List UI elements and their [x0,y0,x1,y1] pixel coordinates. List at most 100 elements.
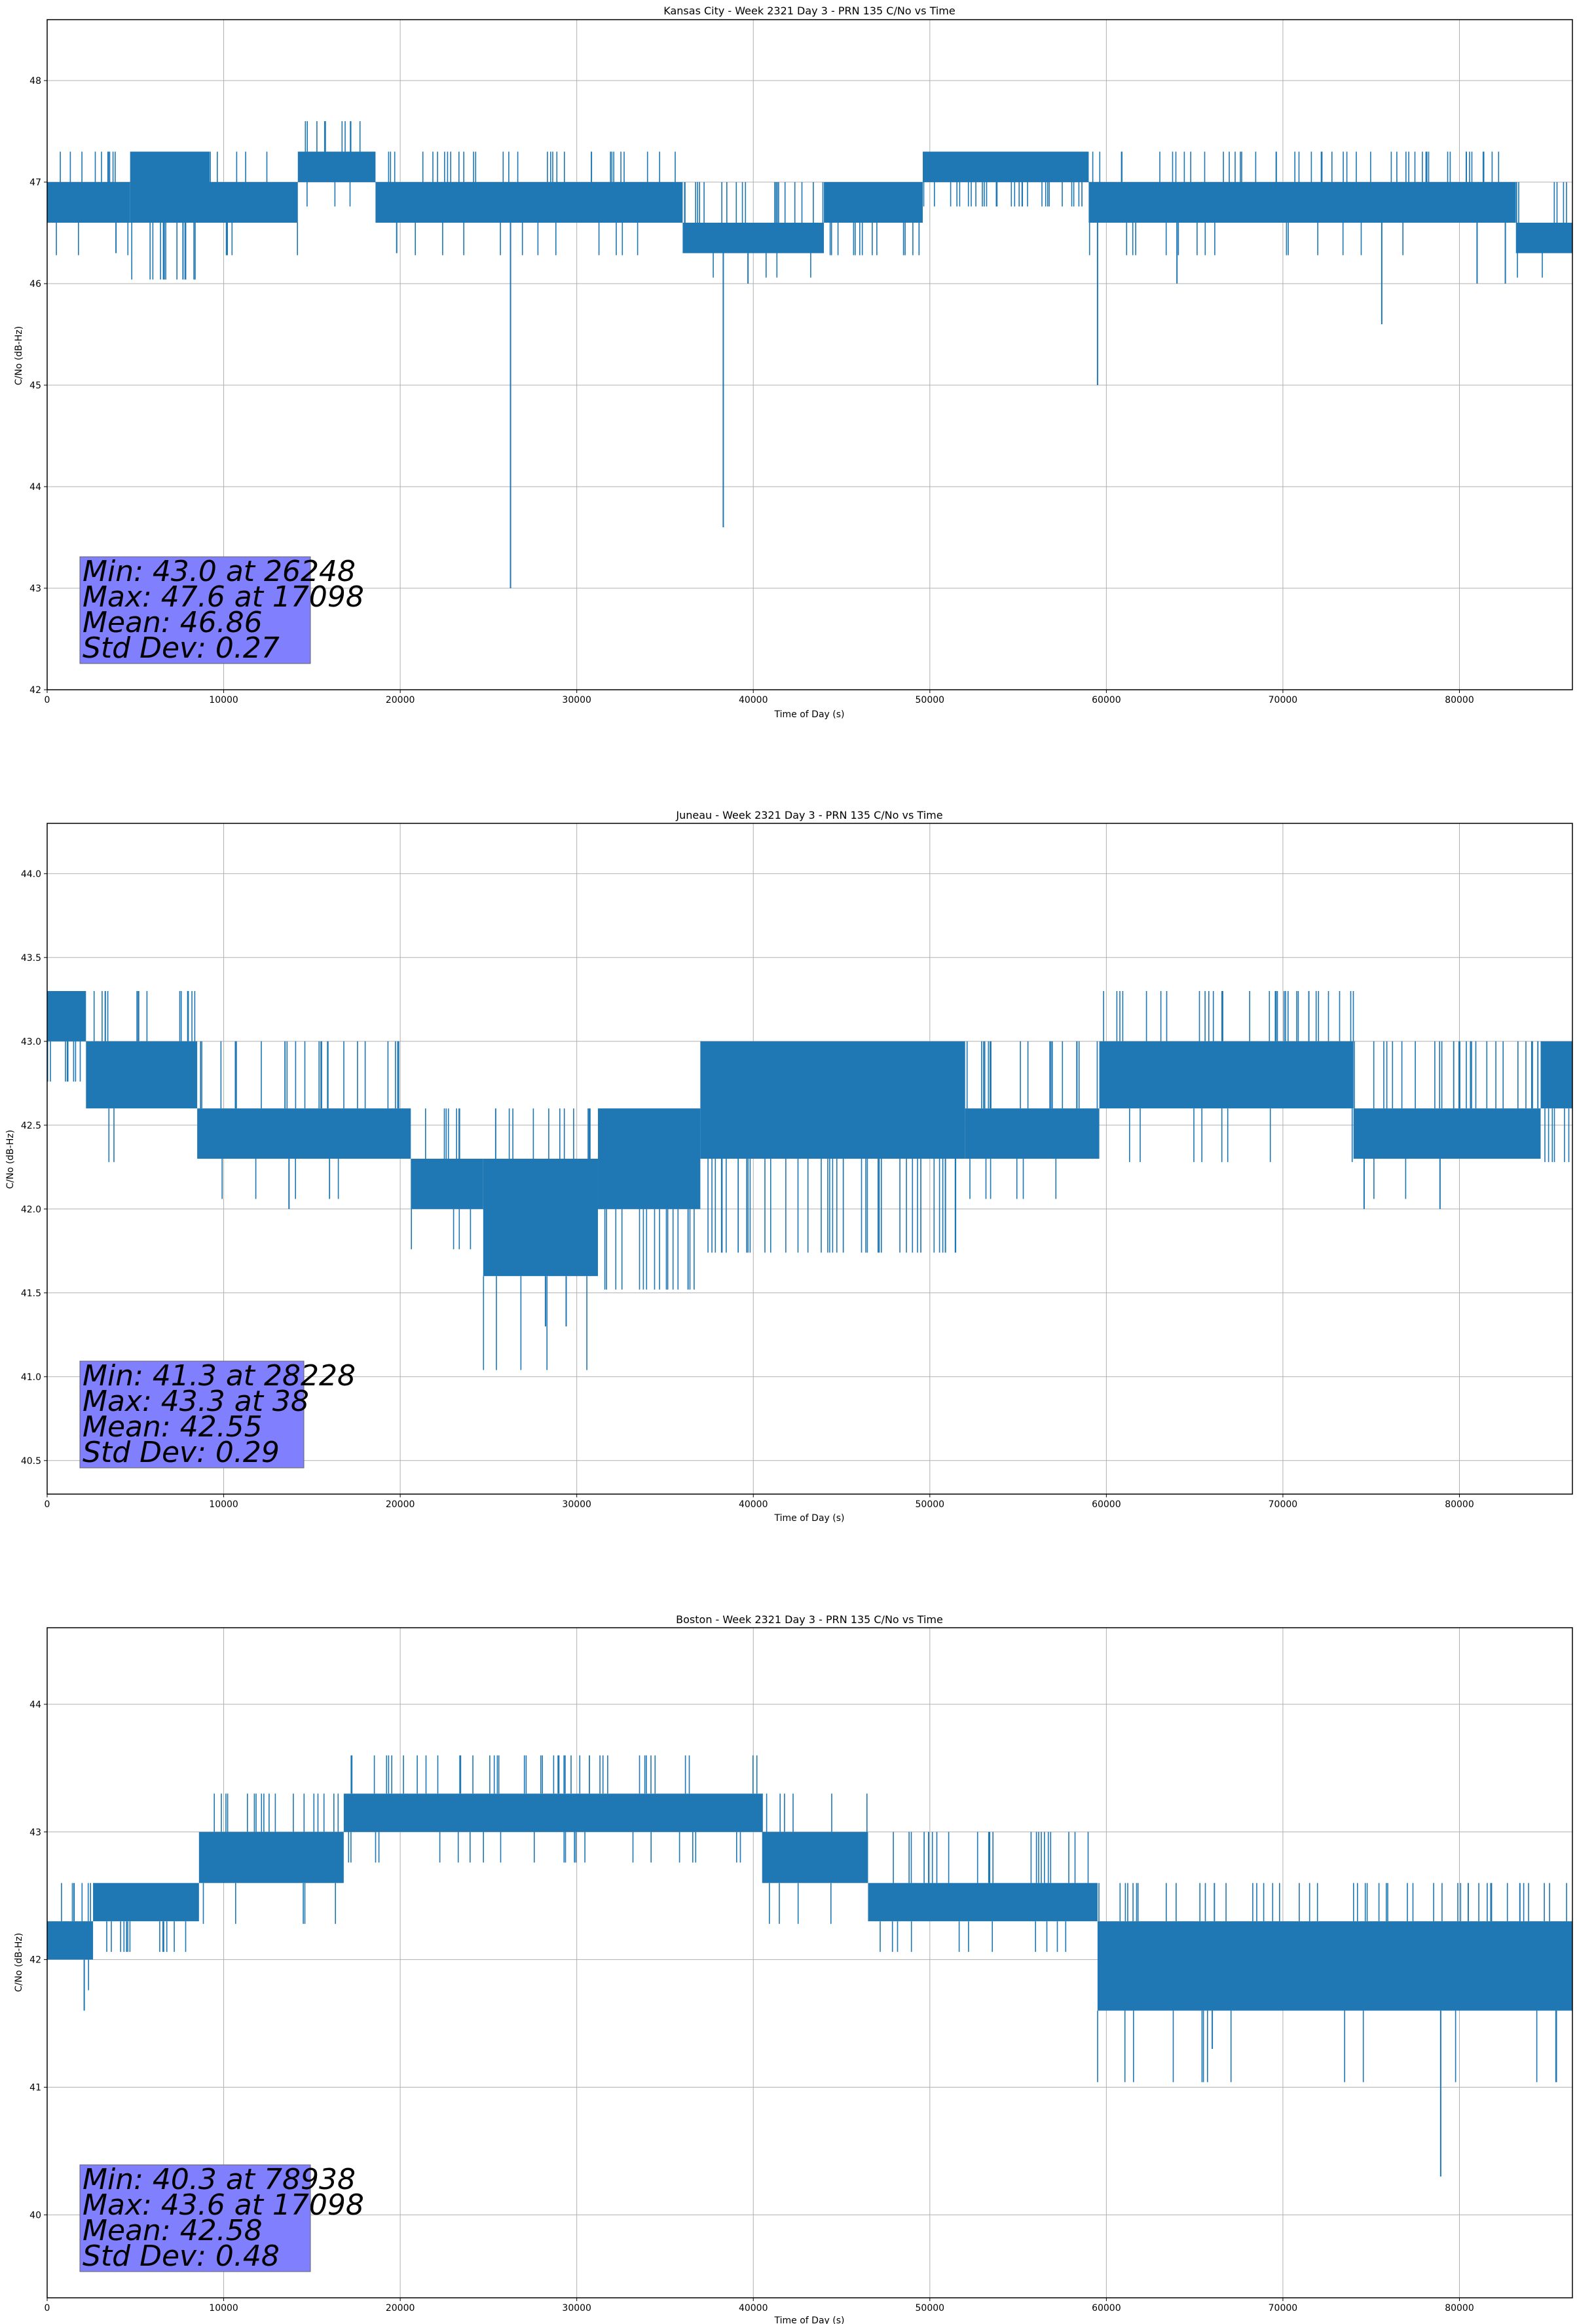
y-tick-label: 46 [29,279,41,290]
series-flicker [1103,991,1354,1163]
series-flicker [56,151,129,255]
series-flicker [1097,1883,1567,2082]
series-band [198,1831,344,1883]
x-tick-label: 20000 [386,2303,415,2314]
stats-std-dev: Std Dev: 0.48 [83,2240,280,2273]
x-tick-label: 80000 [1445,1499,1474,1510]
x-tick-label: 80000 [1445,695,1474,705]
series-flicker [131,223,196,280]
series-band [93,1883,199,1922]
y-tick-label: 43 [29,1827,41,1838]
x-tick-label: 20000 [386,1499,415,1510]
stats-min: Min: 43.0 at 26248 [83,555,356,588]
series-band [762,1831,868,1883]
x-tick-label: 40000 [739,2303,768,2314]
x-tick-label: 70000 [1269,2303,1298,2314]
x-tick-label: 10000 [209,2303,238,2314]
x-tick-label: 70000 [1269,695,1298,705]
series-band [209,182,298,223]
series-band [47,1921,94,1960]
series-flicker [388,151,676,255]
x-tick-label: 0 [45,1499,50,1510]
series-flicker [829,223,920,255]
series-flicker [200,1041,399,1199]
stats-box [79,1360,305,1469]
series-band [86,1041,198,1109]
plot-frame [46,19,1573,690]
series-band [682,223,825,253]
y-axis-ticks: 40 41 42 43 44 [29,1700,47,2221]
cno-series [47,1755,1572,2177]
plot-title: Kansas City - Week 2321 Day 3 - PRN 135 … [663,5,955,17]
stats-mean: Mean: 46.86 [83,606,263,639]
y-tick-label: 44 [29,1700,41,1710]
x-tick-label: 0 [45,695,50,705]
y-axis-ticks: 42 43 44 45 46 47 48 [29,76,47,696]
series-band [700,1041,965,1159]
series-band [197,1108,411,1159]
y-tick-label: 45 [29,381,41,391]
y-tick-label: 41.0 [21,1372,41,1383]
x-axis-label: Time of Day (s) [774,1513,845,1524]
series-flicker [966,1041,1098,1199]
cno-series [47,121,1572,588]
x-tick-label: 50000 [916,1499,945,1510]
stats-box [79,556,311,664]
series-band [923,151,1089,182]
series-band [1540,1041,1572,1109]
series-flicker [411,1108,472,1250]
series-flicker [880,1831,1089,1952]
stats-std-dev: Std Dev: 0.29 [83,1436,280,1469]
y-tick-label: 41.5 [21,1288,41,1299]
series-flicker [604,1209,695,1290]
series-flicker [684,182,824,278]
stats-std-dev: Std Dev: 0.27 [83,631,280,665]
y-tick-label: 48 [29,76,41,86]
series-band [297,151,376,182]
stats-mean: Mean: 42.58 [83,2214,263,2247]
y-tick-label: 42 [29,1955,41,1966]
y-tick-label: 44 [29,482,41,493]
stats-mean: Mean: 42.55 [83,1410,263,1444]
subplot-juneau: Juneau - Week 2321 Day 3 - PRN 135 C/No … [5,809,1573,1524]
x-tick-label: 30000 [562,1499,591,1510]
x-tick-label: 50000 [916,695,945,705]
y-tick-label: 41 [29,2082,41,2093]
y-tick-label: 43.0 [21,1037,41,1047]
series-flicker [923,182,1083,207]
stats-text: Min: 43.0 at 26248 Max: 47.6 at 17098 Me… [83,555,373,665]
series-band [824,182,923,223]
series-flicker [1516,182,1567,278]
series-band [411,1159,483,1209]
series-flicker [202,1793,339,1924]
series-band [47,182,130,223]
y-tick-label: 43.5 [21,953,41,964]
stats-min: Min: 40.3 at 78938 [83,2163,356,2196]
series-flicker [348,1755,758,1863]
x-tick-label: 10000 [209,695,238,705]
stats-box [79,2164,311,2272]
x-axis-ticks: 0 10000 20000 30000 40000 50000 60000 70000 8000… [45,2298,1474,2314]
series-band [47,991,86,1041]
x-tick-label: 20000 [386,695,415,705]
subplot-boston: Boston - Week 2321 Day 3 - PRN 135 C/No … [14,1613,1573,2324]
series-band [868,1883,1098,1922]
x-tick-label: 0 [45,2303,50,2314]
series-band [343,1793,762,1832]
plot-frame [46,1627,1573,2298]
y-axis-label: C/No (dB-Hz) [14,1933,24,1992]
series-band [1088,182,1516,223]
series-flicker [707,1159,957,1253]
stats-text: Min: 40.3 at 78938 Max: 43.6 at 17098 Me… [83,2163,373,2273]
stats-max: Max: 43.6 at 17098 [83,2188,364,2222]
y-tick-label: 43 [29,584,41,594]
series-band [965,1108,1100,1159]
x-tick-label: 40000 [739,1499,768,1510]
series-flicker [305,121,361,207]
subplot-kansas-city: Kansas City - Week 2321 Day 3 - PRN 135 … [14,5,1573,720]
series-flicker [483,1108,591,1370]
x-tick-label: 80000 [1445,2303,1474,2314]
x-axis-label: Time of Day (s) [774,709,845,720]
x-tick-label: 60000 [1092,2303,1121,2314]
